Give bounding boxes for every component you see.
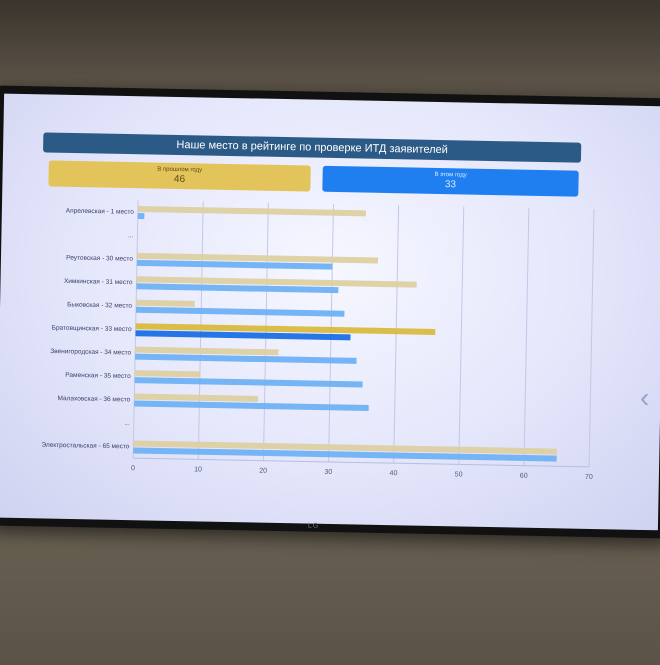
- x-tick-label: 0: [131, 465, 135, 472]
- category-label: Раменская - 35 место: [65, 372, 131, 380]
- category-label: Химкинская - 31 место: [64, 278, 133, 286]
- x-tick-label: 50: [455, 471, 463, 478]
- bar-current-year: [135, 353, 357, 364]
- bar-current-year: [136, 283, 339, 294]
- category-label: Апрелевская - 1 место: [66, 208, 135, 216]
- grid-line: [262, 202, 269, 461]
- bar-previous-year: [133, 440, 557, 455]
- grid-line: [458, 206, 465, 465]
- category-label: ...: [128, 232, 134, 239]
- bar-current-year: [133, 447, 557, 462]
- x-tick-label: 70: [585, 474, 593, 481]
- x-tick-label: 10: [194, 466, 202, 473]
- grid-line: [328, 203, 335, 462]
- grid-line: [523, 207, 530, 466]
- category-label: Малаховская - 36 место: [58, 395, 131, 403]
- x-tick-label: 30: [324, 469, 332, 476]
- category-label: ...: [124, 420, 130, 427]
- bar-current-year: [136, 259, 333, 270]
- x-tick-label: 20: [259, 468, 267, 475]
- bar-previous-year: [135, 346, 279, 356]
- tv-brand-logo: LG: [307, 522, 320, 530]
- ranking-bar-chart: 0 10 20 30 40 50 60 70 Апрелевская - 1 место... Р…: [41, 200, 595, 481]
- bar-previous-year: [134, 370, 200, 378]
- category-label: Электростальская - 65 место: [41, 442, 129, 451]
- category-label: Братовщинская - 33 место: [52, 325, 132, 334]
- bar-previous-year: [136, 276, 417, 288]
- bar-previous-year: [136, 252, 379, 264]
- bar-previous-year: [134, 393, 259, 402]
- bar-current-year: [135, 306, 345, 317]
- tv-frame: Наше место в рейтинге по проверке ИТД за…: [0, 85, 660, 539]
- category-label: Быковская - 32 место: [67, 301, 132, 309]
- x-tick-label: 60: [520, 473, 528, 480]
- bar-current-year: [137, 212, 145, 220]
- bar-current-year: [134, 400, 369, 412]
- x-axis-line: [133, 457, 590, 468]
- bar-previous-year: [135, 323, 436, 335]
- grid-line: [588, 208, 595, 467]
- tv-screen: Наше место в рейтинге по проверке ИТД за…: [0, 93, 660, 531]
- chevron-left-icon: ‹: [640, 382, 650, 413]
- category-label: Звенигородская - 34 место: [50, 348, 131, 357]
- bar-current-year: [134, 377, 363, 388]
- bar-previous-year: [136, 299, 195, 307]
- bar-current-year: [135, 330, 351, 341]
- bar-previous-year: [137, 205, 366, 217]
- category-label: Реутовская - 30 место: [66, 254, 133, 262]
- x-tick-label: 40: [390, 470, 398, 477]
